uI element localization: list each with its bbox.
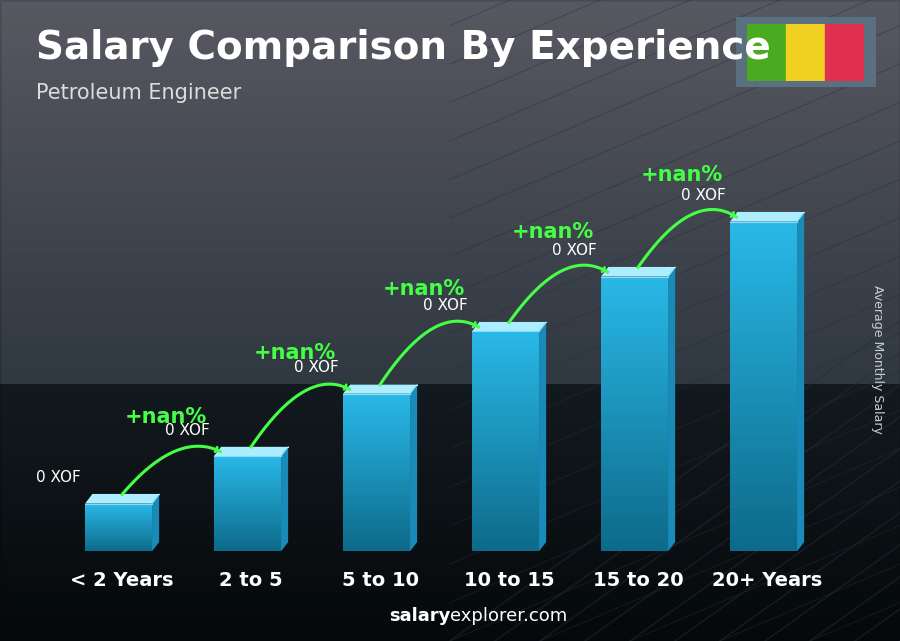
Text: 0 XOF: 0 XOF [681,188,726,203]
Text: Average Monthly Salary: Average Monthly Salary [871,285,884,433]
Text: 20+ Years: 20+ Years [712,571,823,590]
Text: explorer.com: explorer.com [450,607,567,625]
Polygon shape [668,267,675,551]
Text: 0 XOF: 0 XOF [294,360,339,376]
Polygon shape [410,385,417,551]
Text: 0 XOF: 0 XOF [166,422,210,438]
Polygon shape [539,322,546,551]
Bar [825,24,864,81]
Text: 5 to 10: 5 to 10 [341,571,419,590]
Text: salary: salary [389,607,450,625]
Text: 0 XOF: 0 XOF [36,470,81,485]
Polygon shape [85,494,159,504]
Polygon shape [797,212,804,551]
Text: +nan%: +nan% [383,279,465,299]
Polygon shape [472,322,546,331]
Polygon shape [214,447,288,456]
Polygon shape [730,212,804,222]
Text: +nan%: +nan% [254,343,337,363]
Text: 10 to 15: 10 to 15 [464,571,554,590]
Bar [786,24,825,81]
Polygon shape [601,267,675,276]
Text: 0 XOF: 0 XOF [423,298,468,313]
Text: 0 XOF: 0 XOF [553,243,597,258]
Text: 15 to 20: 15 to 20 [593,571,683,590]
Text: +nan%: +nan% [641,165,724,185]
Text: +nan%: +nan% [512,222,594,242]
Text: Salary Comparison By Experience: Salary Comparison By Experience [36,29,770,67]
Text: < 2 Years: < 2 Years [70,571,174,590]
Text: 2 to 5: 2 to 5 [220,571,283,590]
Polygon shape [281,447,288,551]
Text: Petroleum Engineer: Petroleum Engineer [36,83,241,103]
Text: +nan%: +nan% [125,407,207,427]
Polygon shape [343,385,417,394]
Bar [747,24,786,81]
Polygon shape [152,494,159,551]
